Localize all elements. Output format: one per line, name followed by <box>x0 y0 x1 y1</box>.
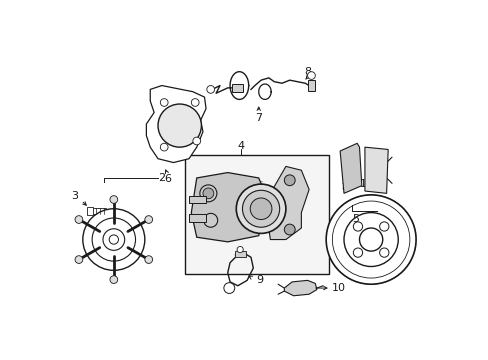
Polygon shape <box>340 143 361 193</box>
Circle shape <box>237 247 243 253</box>
Circle shape <box>203 188 213 199</box>
Text: 6: 6 <box>163 175 170 184</box>
Polygon shape <box>266 166 308 239</box>
Circle shape <box>82 209 144 270</box>
Circle shape <box>379 222 388 231</box>
Circle shape <box>191 99 199 106</box>
Circle shape <box>284 175 295 186</box>
Circle shape <box>192 137 200 145</box>
Circle shape <box>160 99 168 106</box>
Circle shape <box>103 229 124 250</box>
Circle shape <box>110 195 118 203</box>
Circle shape <box>224 283 234 293</box>
Bar <box>307 80 315 91</box>
Circle shape <box>353 248 362 257</box>
Text: 4: 4 <box>237 141 244 150</box>
Circle shape <box>200 185 217 202</box>
Circle shape <box>92 218 135 261</box>
Text: 3: 3 <box>71 191 79 201</box>
Text: 5: 5 <box>351 214 358 224</box>
Circle shape <box>379 248 388 257</box>
Circle shape <box>75 216 82 223</box>
Circle shape <box>284 224 295 235</box>
Text: 10: 10 <box>331 283 345 293</box>
Bar <box>234 251 245 257</box>
Bar <box>92 208 106 214</box>
Circle shape <box>250 198 271 220</box>
Circle shape <box>236 184 285 233</box>
Bar <box>189 195 205 203</box>
Circle shape <box>75 256 82 264</box>
Circle shape <box>144 216 152 223</box>
Circle shape <box>353 222 362 231</box>
Text: 9: 9 <box>255 275 263 285</box>
Circle shape <box>359 228 382 251</box>
Bar <box>189 214 205 222</box>
Bar <box>231 84 243 92</box>
Circle shape <box>343 213 397 266</box>
Circle shape <box>109 235 118 244</box>
Bar <box>87 207 93 215</box>
Circle shape <box>206 86 214 93</box>
Circle shape <box>242 190 279 227</box>
Polygon shape <box>284 280 316 296</box>
Circle shape <box>160 143 168 151</box>
Text: 8: 8 <box>304 67 310 77</box>
Polygon shape <box>191 172 266 242</box>
Circle shape <box>144 256 152 264</box>
Polygon shape <box>364 147 387 193</box>
Circle shape <box>332 201 409 278</box>
Text: 2: 2 <box>158 173 165 183</box>
Circle shape <box>325 195 415 284</box>
Polygon shape <box>146 86 205 163</box>
Bar <box>185 155 328 274</box>
Text: 1: 1 <box>359 179 366 189</box>
Circle shape <box>158 104 201 147</box>
Circle shape <box>110 276 118 283</box>
Text: 7: 7 <box>255 113 262 123</box>
Circle shape <box>203 213 217 227</box>
Circle shape <box>307 72 315 80</box>
